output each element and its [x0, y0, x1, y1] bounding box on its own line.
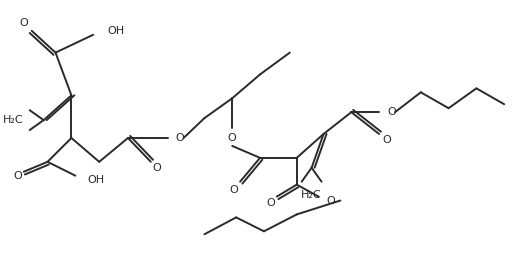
Text: O: O	[13, 171, 22, 181]
Text: O: O	[326, 196, 335, 206]
Text: H₂C: H₂C	[302, 190, 322, 200]
Text: O: O	[20, 18, 28, 28]
Text: O: O	[230, 185, 239, 194]
Text: O: O	[228, 133, 236, 143]
Text: O: O	[383, 135, 392, 145]
Text: O: O	[387, 107, 396, 117]
Text: H₂C: H₂C	[3, 115, 24, 125]
Text: O: O	[153, 163, 161, 173]
Text: OH: OH	[87, 175, 104, 185]
Text: O: O	[267, 197, 275, 208]
Text: OH: OH	[107, 26, 124, 36]
Text: O: O	[175, 133, 184, 143]
